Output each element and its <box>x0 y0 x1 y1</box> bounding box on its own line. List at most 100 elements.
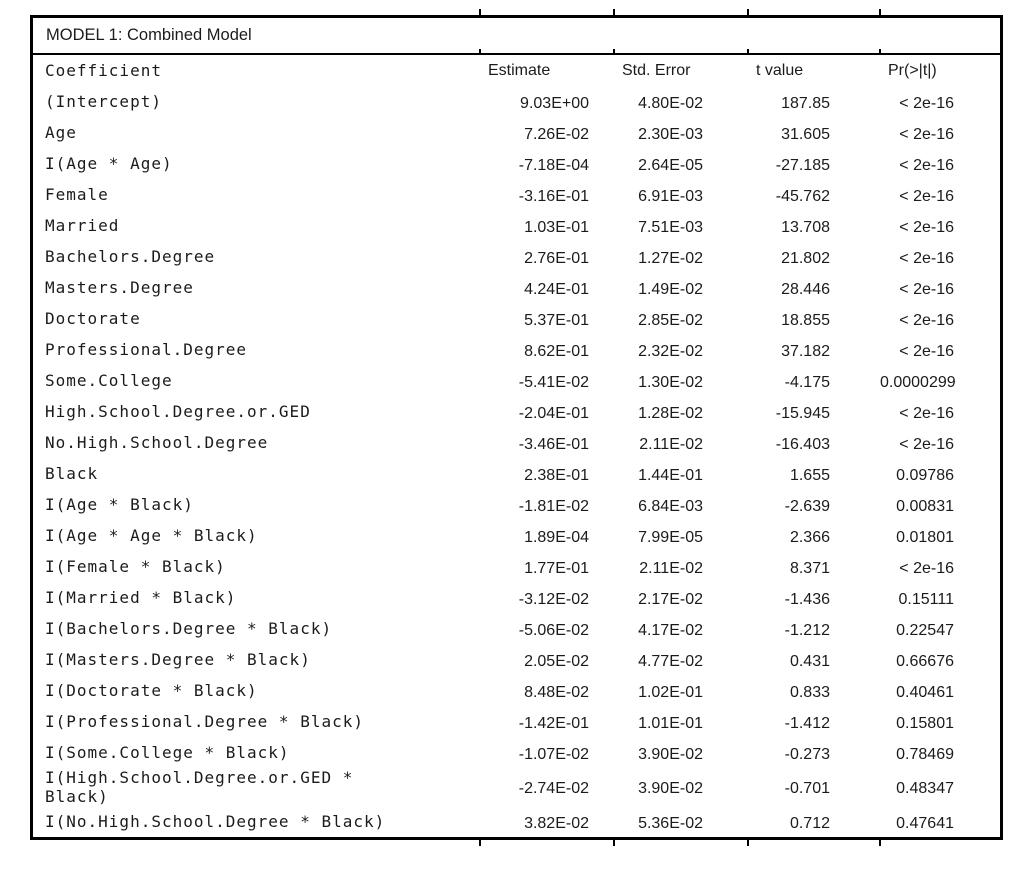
std-error-cell: 3.90E-02 <box>638 780 703 797</box>
column-boundary-tick <box>747 9 749 15</box>
std-error-cell: 1.30E-02 <box>638 373 703 391</box>
estimate-cell: -1.81E-02 <box>518 497 589 515</box>
estimate-cell: 7.26E-02 <box>524 125 589 143</box>
column-header-t-value: t value <box>756 61 804 79</box>
table-row: High.School.Degree.or.GED -2.04E-01 1.28… <box>33 396 1000 427</box>
column-header-coefficient: Coefficient <box>45 61 162 80</box>
column-boundary-tick <box>613 840 615 846</box>
table-row: I(High.School.Degree.or.GED * Black) -2.… <box>33 768 1000 806</box>
std-error-cell: 4.77E-02 <box>638 652 703 670</box>
column-boundary-tick <box>479 9 481 15</box>
p-value-cell: < 2e-16 <box>899 218 954 236</box>
estimate-cell: -5.41E-02 <box>518 373 589 391</box>
estimate-cell: 4.24E-01 <box>524 280 589 298</box>
coefficient-cell: Female <box>45 185 109 204</box>
column-boundary-tick <box>613 49 615 55</box>
p-value-cell: < 2e-16 <box>899 94 954 112</box>
t-value-cell: -27.185 <box>775 156 830 174</box>
p-value-cell: 0.09786 <box>896 466 954 484</box>
p-value-cell: 0.40461 <box>896 683 954 701</box>
header-row: Coefficient Estimate Std. Error t value … <box>33 55 1000 86</box>
t-value-cell: 28.446 <box>781 280 830 298</box>
column-boundary-tick <box>479 840 481 846</box>
t-value-cell: 31.605 <box>781 125 830 143</box>
std-error-cell: 1.01E-01 <box>638 714 703 732</box>
p-value-cell: 0.15801 <box>896 714 954 732</box>
column-boundary-tick <box>613 9 615 15</box>
estimate-cell: -3.46E-01 <box>518 435 589 453</box>
t-value-cell: 37.182 <box>781 342 830 360</box>
estimate-cell: 1.03E-01 <box>524 218 589 236</box>
std-error-cell: 2.64E-05 <box>638 156 703 174</box>
table-row: Bachelors.Degree 2.76E-01 1.27E-02 21.80… <box>33 241 1000 272</box>
t-value-cell: 13.708 <box>781 218 830 236</box>
t-value-cell: 21.802 <box>781 249 830 267</box>
table-row: Married 1.03E-01 7.51E-03 13.708 < 2e-16 <box>33 210 1000 241</box>
std-error-cell: 4.80E-02 <box>638 94 703 112</box>
estimate-cell: 3.82E-02 <box>524 814 589 832</box>
coefficient-cell: I(Age * Age) <box>45 154 173 173</box>
coefficient-cell: No.High.School.Degree <box>45 433 269 452</box>
std-error-cell: 2.32E-02 <box>638 342 703 360</box>
coefficient-cell: Masters.Degree <box>45 278 194 297</box>
coefficient-cell: Black <box>45 464 99 483</box>
std-error-cell: 1.27E-02 <box>638 249 703 267</box>
t-value-cell: 18.855 <box>781 311 830 329</box>
table-row: Doctorate 5.37E-01 2.85E-02 18.855 < 2e-… <box>33 303 1000 334</box>
std-error-cell: 3.90E-02 <box>638 745 703 763</box>
t-value-cell: 0.833 <box>789 683 830 701</box>
table-row: (Intercept) 9.03E+00 4.80E-02 187.85 < 2… <box>33 86 1000 117</box>
coefficient-cell: I(Age * Black) <box>45 495 194 514</box>
t-value-cell: -0.701 <box>784 780 830 797</box>
table-row: I(Bachelors.Degree * Black) -5.06E-02 4.… <box>33 613 1000 644</box>
column-header-estimate: Estimate <box>488 61 551 79</box>
t-value-cell: -4.175 <box>784 373 830 391</box>
table-row: Black 2.38E-01 1.44E-01 1.655 0.09786 <box>33 458 1000 489</box>
estimate-cell: -7.18E-04 <box>518 156 589 174</box>
estimate-cell: -3.16E-01 <box>518 187 589 205</box>
p-value-cell: < 2e-16 <box>899 342 954 360</box>
std-error-cell: 7.99E-05 <box>638 528 703 546</box>
t-value-cell: 2.366 <box>789 528 830 546</box>
table-row: I(Professional.Degree * Black) -1.42E-01… <box>33 706 1000 737</box>
table-body: (Intercept) 9.03E+00 4.80E-02 187.85 < 2… <box>33 86 1000 837</box>
p-value-cell: 0.22547 <box>896 621 954 639</box>
p-value-cell: < 2e-16 <box>899 311 954 329</box>
estimate-cell: 2.05E-02 <box>524 652 589 670</box>
estimate-cell: 2.76E-01 <box>524 249 589 267</box>
table-row: I(Age * Age * Black) 1.89E-04 7.99E-05 2… <box>33 520 1000 551</box>
p-value-cell: 0.66676 <box>896 652 954 670</box>
estimate-cell: 8.48E-02 <box>524 683 589 701</box>
column-header-std-error: Std. Error <box>622 61 691 79</box>
model-table: MODEL 1: Combined Model Coefficient Esti… <box>30 9 1003 846</box>
table-row: I(No.High.School.Degree * Black) 3.82E-0… <box>33 806 1000 837</box>
t-value-cell: -1.436 <box>784 590 830 608</box>
std-error-cell: 1.02E-01 <box>638 683 703 701</box>
table-row: Some.College -5.41E-02 1.30E-02 -4.175 0… <box>33 365 1000 396</box>
p-value-cell: 0.01801 <box>896 528 954 546</box>
t-value-cell: 187.85 <box>781 94 830 112</box>
std-error-cell: 2.11E-02 <box>639 559 703 577</box>
table-title: MODEL 1: Combined Model <box>46 26 252 44</box>
coefficient-cell: I(Doctorate * Black) <box>45 681 258 700</box>
std-error-cell: 1.28E-02 <box>638 404 703 422</box>
table-row: I(Doctorate * Black) 8.48E-02 1.02E-01 0… <box>33 675 1000 706</box>
estimate-cell: -3.12E-02 <box>518 590 589 608</box>
t-value-cell: 8.371 <box>789 559 830 577</box>
coefficient-cell: I(Age * Age * Black) <box>45 526 258 545</box>
p-value-cell: 0.78469 <box>896 745 954 763</box>
estimate-cell: 1.77E-01 <box>524 559 589 577</box>
estimate-cell: 8.62E-01 <box>524 342 589 360</box>
t-value-cell: -45.762 <box>775 187 830 205</box>
std-error-cell: 1.44E-01 <box>638 466 703 484</box>
coefficient-cell: I(Professional.Degree * Black) <box>45 712 364 731</box>
coefficient-cell: I(Female * Black) <box>45 557 226 576</box>
column-boundary-tick <box>747 840 749 846</box>
coefficient-cell: Bachelors.Degree <box>45 247 216 266</box>
estimate-cell: -2.74E-02 <box>518 780 589 797</box>
coefficient-cell: High.School.Degree.or.GED <box>45 402 311 421</box>
table-row: I(Female * Black) 1.77E-01 2.11E-02 8.37… <box>33 551 1000 582</box>
std-error-cell: 4.17E-02 <box>638 621 703 639</box>
p-value-cell: < 2e-16 <box>899 435 954 453</box>
